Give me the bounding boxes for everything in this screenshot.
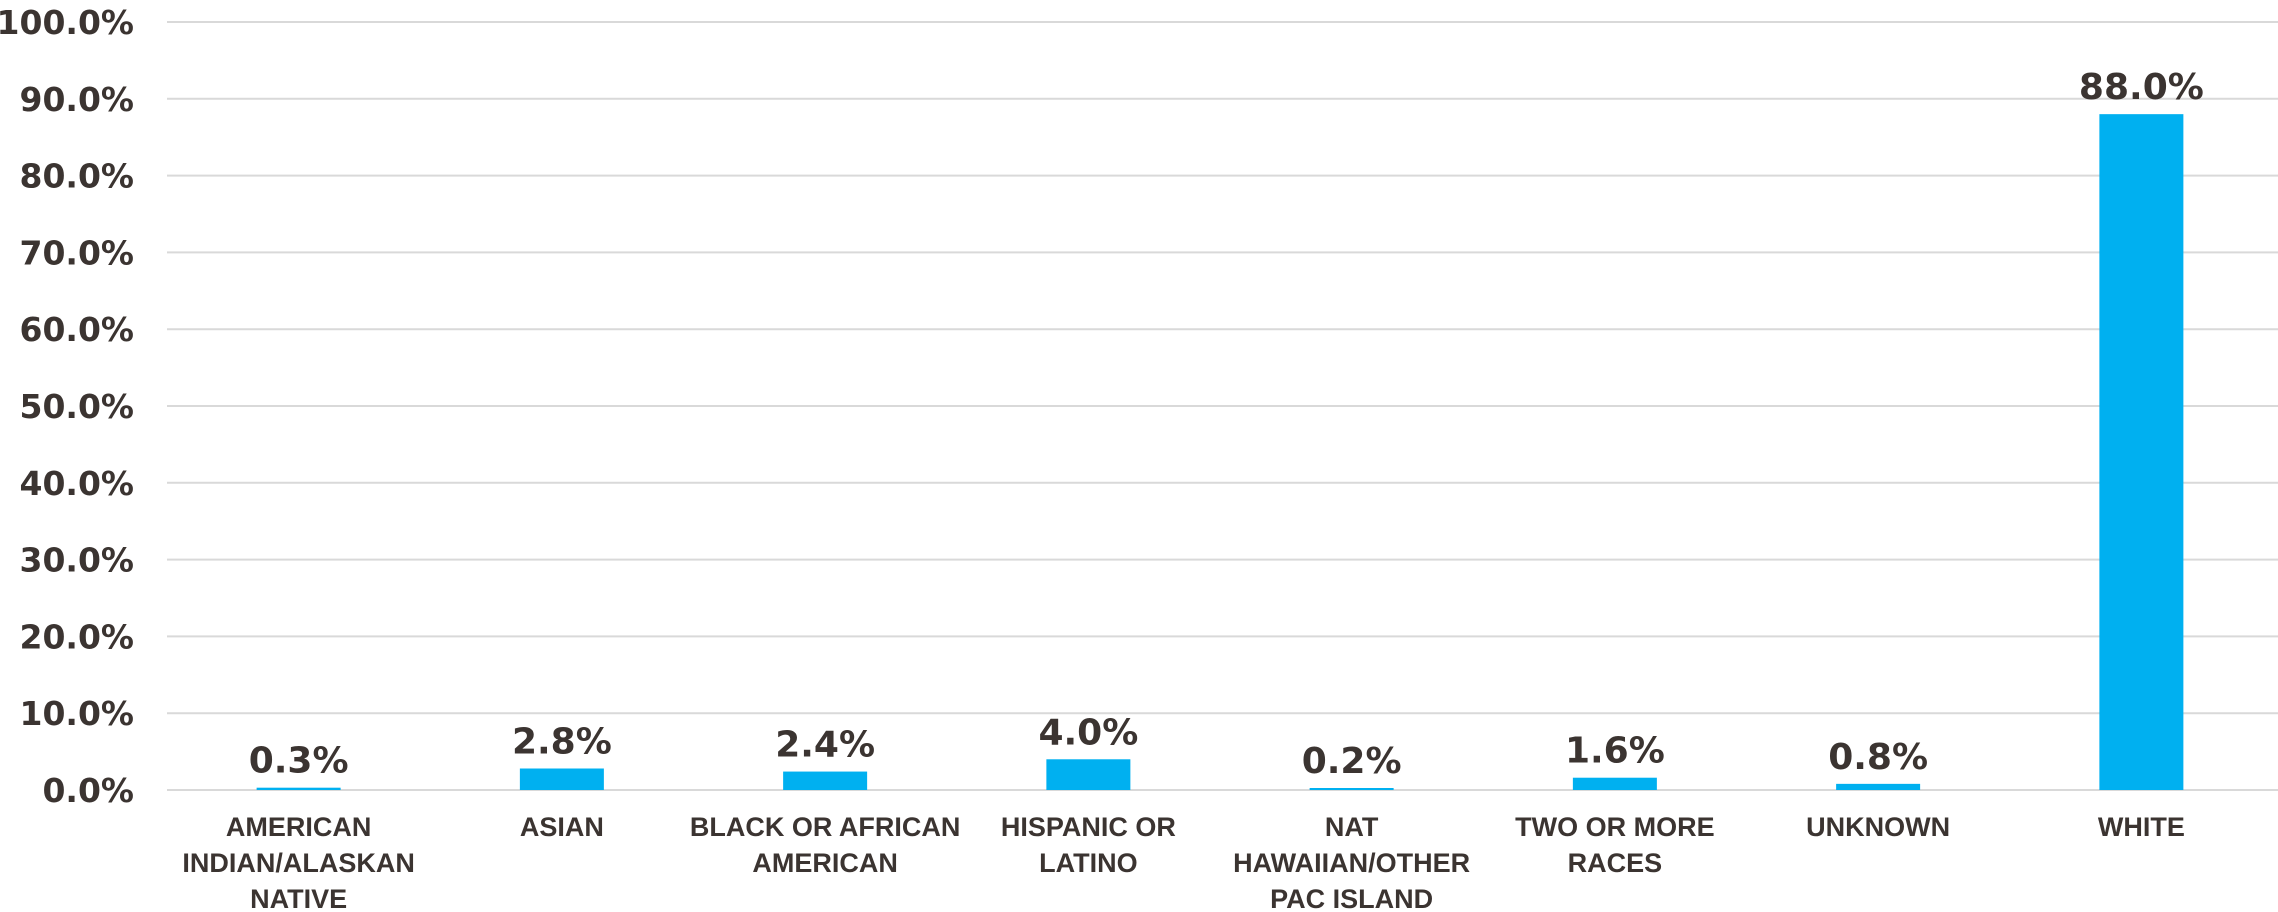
y-tick-label: 30.0% [20, 541, 135, 580]
x-tick-label: NAT HAWAIIAN/OTHER PAC ISLAND [1233, 812, 1470, 912]
gridlines [167, 21, 2278, 715]
x-tick-label: ASIAN [520, 812, 604, 842]
data-label: 2.8% [512, 721, 612, 762]
data-label: 2.4% [775, 725, 875, 766]
y-tick-label: 60.0% [20, 310, 135, 349]
y-tick-label: 50.0% [20, 387, 135, 426]
bars [256, 114, 2184, 790]
data-label: 0.2% [1302, 741, 1402, 782]
y-tick-label: 80.0% [20, 157, 135, 196]
y-tick-label: 70.0% [20, 233, 135, 272]
data-label: 0.8% [1828, 737, 1928, 778]
bar [256, 787, 341, 790]
data-label: 4.0% [1038, 712, 1138, 753]
bar [1572, 777, 1657, 790]
bar [783, 771, 868, 790]
x-tick-label: UNKNOWN [1806, 812, 1950, 842]
y-tick-label: 90.0% [20, 80, 135, 119]
bar [2099, 114, 2184, 790]
y-tick-label: 20.0% [20, 617, 135, 656]
data-label: 88.0% [2079, 67, 2204, 108]
x-tick-label: TWO OR MORE RACES [1515, 812, 1714, 878]
bar [1836, 783, 1921, 790]
y-tick-label: 10.0% [20, 694, 135, 733]
y-tick-label: 40.0% [20, 464, 135, 503]
y-tick-label: 100.0% [0, 3, 134, 42]
y-tick-label: 0.0% [42, 771, 134, 810]
x-tick-label: AMERICAN INDIAN/ALASKAN NATIVE [182, 812, 415, 912]
bar [1309, 788, 1394, 790]
x-tick-label: WHITE [2098, 812, 2185, 842]
x-tick-label: HISPANIC OR LATINO [1001, 812, 1176, 878]
bar [519, 768, 604, 790]
x-tick-label: BLACK OR AFRICAN AMERICAN [690, 812, 960, 878]
labels: 0.0% 10.0% 20.0% 30.0% 40.0% 50.0% 60.0% 70.0% 8… [0, 3, 2204, 912]
data-label: 1.6% [1565, 731, 1665, 772]
bar [1046, 759, 1131, 790]
data-label: 0.3% [249, 741, 349, 782]
